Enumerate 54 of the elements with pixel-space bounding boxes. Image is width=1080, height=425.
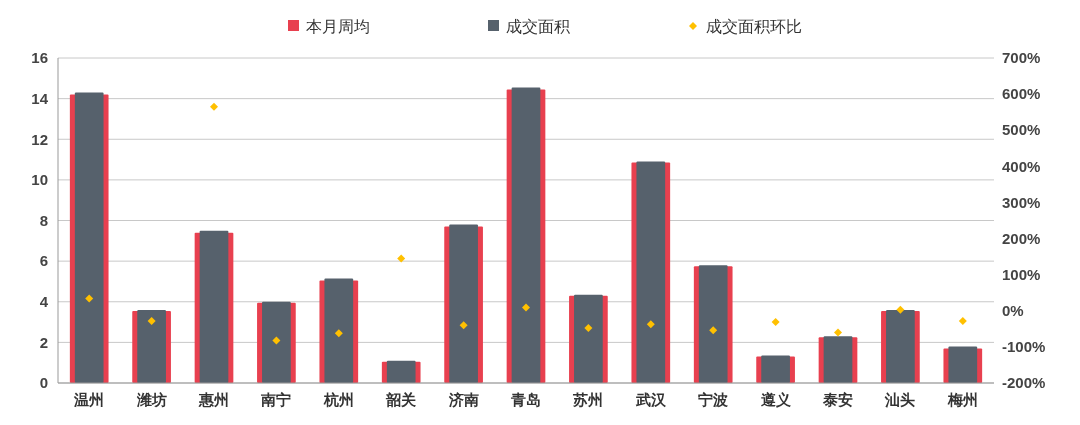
point [272, 336, 281, 345]
x-tick-label: 梅州 [946, 391, 978, 408]
y-tick-label: 14 [31, 89, 49, 107]
point [584, 324, 593, 333]
point [459, 321, 468, 330]
x-tick-label: 南宁 [260, 391, 292, 408]
x-tick-label: 杭州 [322, 391, 354, 408]
x-tick-label: 汕头 [884, 391, 916, 408]
bar [761, 355, 790, 383]
y2-tick-label: 500% [1002, 121, 1041, 139]
y-tick-label: 8 [39, 211, 48, 229]
y2-tick-label: 300% [1002, 193, 1041, 211]
y-tick-label: 2 [39, 333, 48, 351]
y2-tick-label: 700% [1002, 49, 1041, 67]
x-tick-label: 苏州 [572, 391, 604, 408]
y-tick-label: 16 [31, 49, 48, 67]
point [646, 320, 655, 329]
y2-tick-label: -100% [1002, 338, 1046, 356]
point [771, 317, 780, 326]
point [958, 316, 967, 325]
point [834, 328, 842, 337]
legend-label: 本月周均 [306, 17, 370, 35]
x-tick-label: 泰安 [822, 391, 853, 408]
x-tick-label: 温州 [73, 391, 105, 408]
bar [386, 360, 416, 383]
y2-tick-label: 0% [1002, 302, 1024, 320]
y-tick-label: 12 [31, 130, 48, 148]
y-tick-label: 4 [39, 293, 49, 310]
y2-tick-label: 400% [1002, 157, 1041, 175]
point [397, 254, 406, 263]
x-tick-label: 济南 [447, 391, 479, 408]
point [896, 305, 905, 314]
y2-tick-label: 200% [1002, 229, 1041, 247]
x-tick-label: 宁波 [698, 391, 729, 408]
point [522, 303, 530, 312]
y-tick-label: 6 [39, 252, 48, 270]
point [709, 326, 718, 335]
y2-tick-label: 600% [1002, 85, 1041, 103]
point [210, 102, 218, 111]
x-tick-label: 潍坊 [135, 391, 167, 408]
x-tick-label: 遵义 [760, 391, 792, 408]
x-tick-label: 武汉 [634, 391, 667, 408]
point [334, 329, 343, 338]
y2-tick-label: -200% [1002, 374, 1046, 392]
y-tick-label: 0 [39, 374, 48, 392]
x-tick-label: 韶关 [385, 391, 417, 408]
y2-tick-label: 100% [1002, 265, 1041, 283]
legend-label: 成交面积 [506, 17, 570, 35]
legend-label: 成交面积环比 [706, 17, 802, 35]
x-tick-label: 青岛 [510, 391, 541, 408]
point [147, 316, 156, 325]
x-tick-label: 惠州 [198, 391, 229, 408]
point [85, 294, 94, 303]
y-tick-label: 10 [31, 171, 48, 189]
